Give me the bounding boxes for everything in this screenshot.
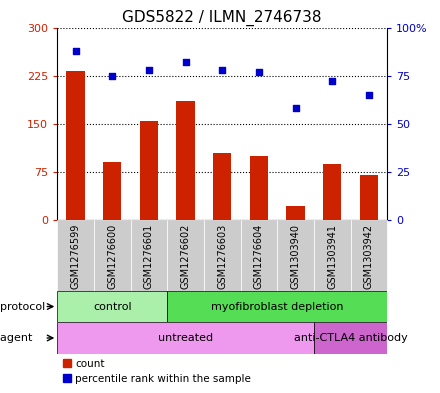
Legend: count, percentile rank within the sample: count, percentile rank within the sample: [62, 359, 251, 384]
Text: GSM1276601: GSM1276601: [144, 224, 154, 289]
Bar: [360, 175, 378, 220]
Point: [72, 48, 79, 54]
Bar: [314, 322, 387, 354]
Text: control: control: [93, 301, 132, 312]
Text: GSM1303941: GSM1303941: [327, 224, 337, 288]
Bar: [131, 220, 167, 291]
Text: GSM1303940: GSM1303940: [290, 224, 301, 288]
Bar: [167, 291, 387, 322]
Text: agent: agent: [0, 333, 36, 343]
Bar: [103, 162, 121, 220]
Bar: [57, 322, 314, 354]
Bar: [66, 71, 85, 220]
Bar: [94, 220, 131, 291]
Bar: [213, 153, 231, 220]
Bar: [314, 220, 351, 291]
Text: untreated: untreated: [158, 333, 213, 343]
Bar: [277, 220, 314, 291]
Text: anti-CTLA4 antibody: anti-CTLA4 antibody: [293, 333, 407, 343]
Bar: [204, 220, 241, 291]
Bar: [176, 101, 195, 220]
Bar: [167, 220, 204, 291]
Bar: [323, 163, 341, 220]
Point: [255, 69, 262, 75]
Text: GSM1276604: GSM1276604: [254, 224, 264, 289]
Point: [329, 78, 336, 84]
Text: GSM1303942: GSM1303942: [364, 224, 374, 289]
Point: [292, 105, 299, 112]
Text: GSM1276600: GSM1276600: [107, 224, 117, 289]
Text: GSM1276602: GSM1276602: [180, 224, 191, 289]
Bar: [241, 220, 277, 291]
Point: [219, 67, 226, 73]
Point: [109, 72, 116, 79]
Point: [145, 67, 152, 73]
Text: myofibroblast depletion: myofibroblast depletion: [211, 301, 344, 312]
Bar: [140, 121, 158, 220]
Bar: [57, 291, 167, 322]
Text: protocol: protocol: [0, 301, 49, 312]
Point: [365, 92, 372, 98]
Text: GSM1276603: GSM1276603: [217, 224, 227, 289]
Bar: [351, 220, 387, 291]
Title: GDS5822 / ILMN_2746738: GDS5822 / ILMN_2746738: [122, 10, 322, 26]
Bar: [286, 206, 305, 220]
Bar: [250, 156, 268, 220]
Text: GSM1276599: GSM1276599: [70, 224, 81, 289]
Point: [182, 59, 189, 65]
Bar: [57, 220, 94, 291]
